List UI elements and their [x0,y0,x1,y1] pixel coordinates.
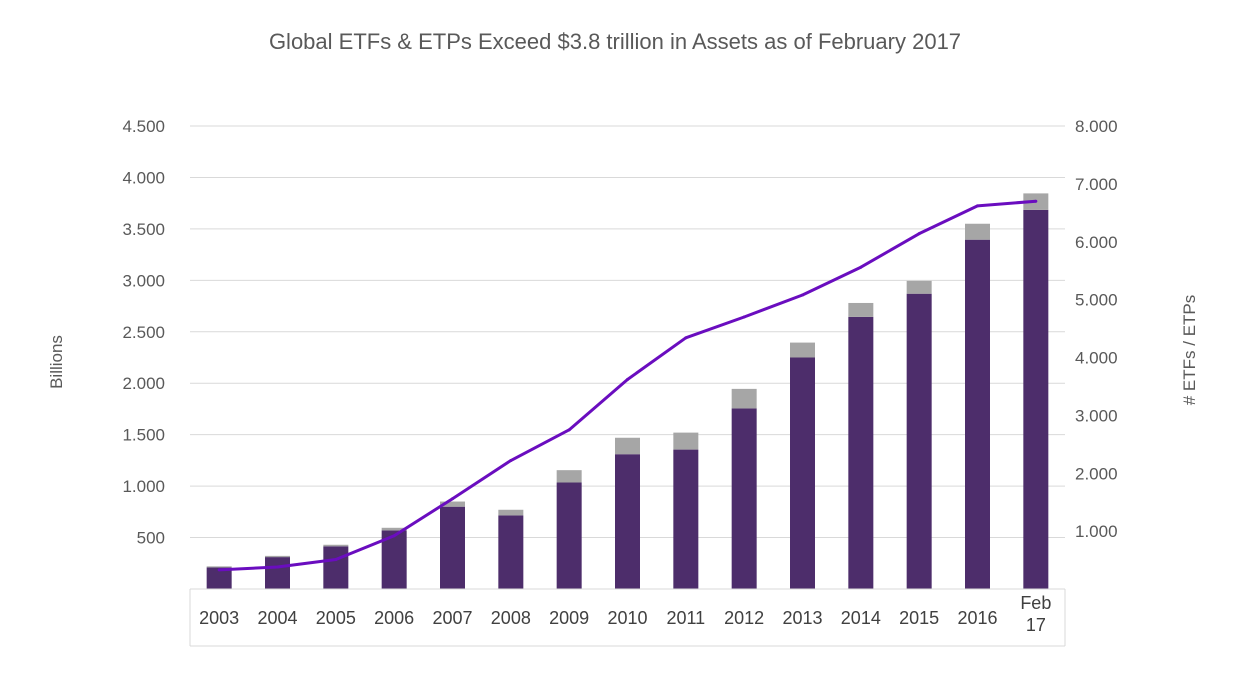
y2-tick-label: 6.000 [1075,233,1118,252]
bar-etp [673,432,699,450]
y2-tick-label: 2.000 [1075,464,1118,483]
line-point [217,568,221,572]
bar-etf [440,506,465,589]
x-tick-label: 2014 [841,608,881,628]
bar-etp [323,544,349,547]
x-tick-label: 2008 [491,608,531,628]
bar-layer [206,193,1049,590]
y-tick-label: 2.500 [122,323,165,342]
bar-etf [1023,209,1049,590]
y2-axis-label: # ETFs / ETPs [1180,295,1199,406]
bar-etp [906,280,932,294]
bar-etf [556,482,582,589]
y-tick-label: 2.000 [122,374,165,393]
line-point [567,428,571,432]
line-point [392,534,396,538]
y-tick-label: 1.500 [122,426,165,445]
bar-etp [965,223,990,240]
x-tick-label: 2015 [899,608,939,628]
bar-etf [265,557,290,589]
y-tick-label: 4.000 [122,168,165,187]
line-point [801,293,804,297]
bar-etf [965,239,990,590]
x-tick-label: 2005 [316,608,356,628]
bar-etp [615,437,640,455]
y-tick-label: 4.500 [122,117,165,136]
bar-etp [381,527,407,531]
line-point [626,377,629,381]
y2-tick-label: 8.000 [1075,117,1118,136]
bar-etf [673,449,699,589]
bar-etp [440,501,465,507]
bar-etf [906,293,932,589]
bar-etf [323,546,349,589]
x-tick-label: 2009 [549,608,589,628]
bar-etp [790,342,815,358]
bar-etf [731,408,757,589]
y2-tick-label: 1.000 [1075,522,1118,541]
bar-etf [498,515,524,589]
x-tick-label: 2010 [607,608,647,628]
x-tick-label: 2004 [257,608,297,628]
x-tick-label: 2016 [957,608,997,628]
bar-etp [848,302,874,317]
bar-etp [556,470,582,483]
y-tick-label: 500 [137,529,165,548]
x-tick-label: 2006 [374,608,414,628]
x-tick-label: 2003 [199,608,239,628]
bar-etf [206,567,232,589]
bar-etp [265,555,290,558]
chart-title: Global ETFs & ETPs Exceed $3.8 trillion … [269,29,961,54]
y2-tick-label: 7.000 [1075,175,1118,194]
line-point [684,336,688,340]
bar-etf [790,357,815,589]
line-point [276,565,279,569]
x-tick-label: 2011 [666,608,705,628]
line-layer [217,199,1038,572]
y-tick-label: 3.500 [122,220,165,239]
y-axis-label: Billions [47,335,66,389]
x-tick-label: 2007 [432,608,472,628]
bar-etf [848,316,874,589]
x-tick-label: 2012 [724,608,764,628]
y2-tick-label: 4.000 [1075,349,1118,368]
y-tick-label: 3.000 [122,271,165,290]
y-tick-label: 1.000 [122,477,165,496]
bar-etf [615,454,640,589]
y2-tick-label: 5.000 [1075,291,1118,310]
grid-layer [190,125,1065,539]
line-point [917,232,921,236]
line-point [859,265,863,269]
x-tick-label: Feb 17 [1020,593,1051,635]
line-point [976,204,979,208]
x-tick-label: 2013 [782,608,822,628]
line-point [451,497,454,501]
line-point [742,315,746,319]
bar-etp [206,566,232,568]
line-point [509,459,513,463]
line-point [1034,199,1038,203]
bar-etp [498,509,524,516]
axis-layer: 500 1.000 1.500 2.000 2.500 3.000 3.500 4.000 4.… [122,117,1118,647]
line-point [334,557,338,561]
bar-etp [731,388,757,409]
y2-tick-label: 3.000 [1075,406,1118,425]
